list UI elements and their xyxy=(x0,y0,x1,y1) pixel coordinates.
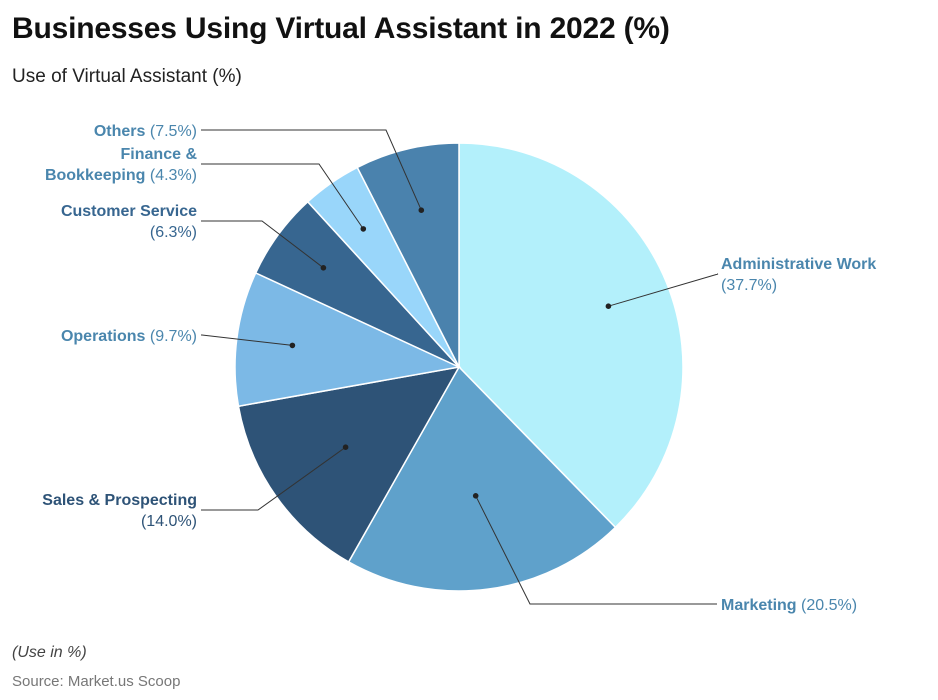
leader-dot xyxy=(342,444,349,451)
slice-label-value: (9.7%) xyxy=(145,328,197,345)
slice-label-name: Administrative Work xyxy=(721,256,876,273)
slice-label-name: Customer Service xyxy=(61,203,197,220)
source-credit: Source: Market.us Scoop xyxy=(12,673,181,690)
slice-label-value: (37.7%) xyxy=(721,277,777,294)
pie-slice-operations xyxy=(234,271,462,408)
slice-label: Marketing (20.5%) xyxy=(721,597,857,614)
leader-line xyxy=(201,334,293,346)
leader-line xyxy=(608,273,719,307)
slice-label: Administrative Work (37.7%) xyxy=(721,256,876,294)
leader-dot xyxy=(360,226,367,232)
chart-subtitle: Use of Virtual Assistant (%) xyxy=(12,66,242,87)
slice-label-value: (7.5%) xyxy=(145,123,197,140)
leader-line xyxy=(201,129,422,211)
leader-line xyxy=(201,163,364,230)
slice-label-name: Bookkeeping xyxy=(45,167,145,184)
pie-slice-administrative-work xyxy=(458,142,684,529)
slice-label: Customer Service (6.3%) xyxy=(61,203,197,241)
slice-label: Others (7.5%) xyxy=(94,123,197,140)
slice-label-name: Finance & xyxy=(121,146,198,163)
slice-label-name: Operations xyxy=(61,328,146,345)
unit-note: (Use in %) xyxy=(12,644,87,661)
slice-label-name: Others xyxy=(94,123,146,140)
slice-label-value: (4.3%) xyxy=(145,167,197,184)
leader-dot xyxy=(472,493,479,499)
slice-label-value: (20.5%) xyxy=(797,597,857,614)
slice-label-value: (14.0%) xyxy=(141,513,197,530)
leader-line xyxy=(201,220,324,269)
pie-slice-others xyxy=(356,142,460,368)
slice-label-value: (6.3%) xyxy=(150,224,197,241)
leader-line xyxy=(201,446,346,511)
slice-label-name: Marketing xyxy=(721,597,797,614)
leader-dot xyxy=(320,265,327,271)
chart-title: Businesses Using Virtual Assistant in 20… xyxy=(12,12,670,45)
pie-labels: Administrative Work (37.7%) Marketing (20.… xyxy=(42,123,876,614)
leader-dot xyxy=(289,342,296,349)
pie-slice-marketing xyxy=(347,365,617,592)
slice-label: Operations (9.7%) xyxy=(61,328,197,345)
slice-label: Finance & Bookkeeping (4.3%) xyxy=(45,146,197,184)
pie-slices xyxy=(234,142,684,592)
slice-label: Sales & Prospecting (14.0%) xyxy=(42,492,197,530)
pie-slice-sales-prospecting xyxy=(237,365,461,563)
slice-label-name: Sales & Prospecting xyxy=(42,492,197,509)
leader-dot xyxy=(605,303,612,310)
leader-dot xyxy=(418,207,425,213)
leader-line xyxy=(475,495,717,605)
